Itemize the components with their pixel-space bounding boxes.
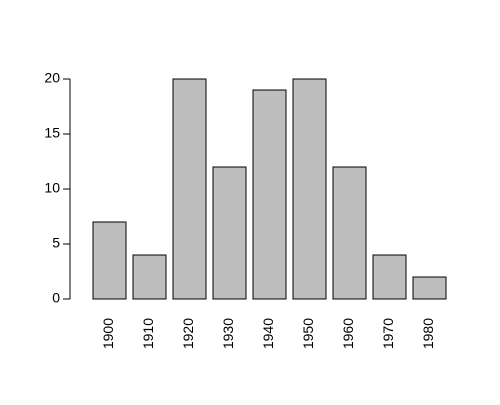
x-tick-label: 1980 <box>420 318 436 349</box>
x-tick-label: 1920 <box>180 318 196 349</box>
x-tick-label: 1930 <box>220 318 236 349</box>
x-tick-label: 1940 <box>260 318 276 349</box>
x-tick-label: 1900 <box>100 318 116 349</box>
bar <box>412 276 447 300</box>
bar <box>292 78 327 300</box>
y-tick-label: 20 <box>44 70 60 86</box>
bar <box>92 221 127 300</box>
bar <box>172 78 207 300</box>
y-tick-label: 10 <box>44 180 60 196</box>
x-tick-label: 1950 <box>300 318 316 349</box>
bar <box>252 89 287 300</box>
x-tick-label: 1970 <box>380 318 396 349</box>
bar <box>212 166 247 300</box>
bar <box>132 254 167 300</box>
bar <box>332 166 367 300</box>
x-tick-label: 1910 <box>140 318 156 349</box>
y-tick-label: 15 <box>44 125 60 141</box>
y-tick-label: 5 <box>52 235 60 251</box>
x-tick-label: 1960 <box>340 318 356 349</box>
bar <box>372 254 407 300</box>
y-tick-label: 0 <box>52 290 60 306</box>
